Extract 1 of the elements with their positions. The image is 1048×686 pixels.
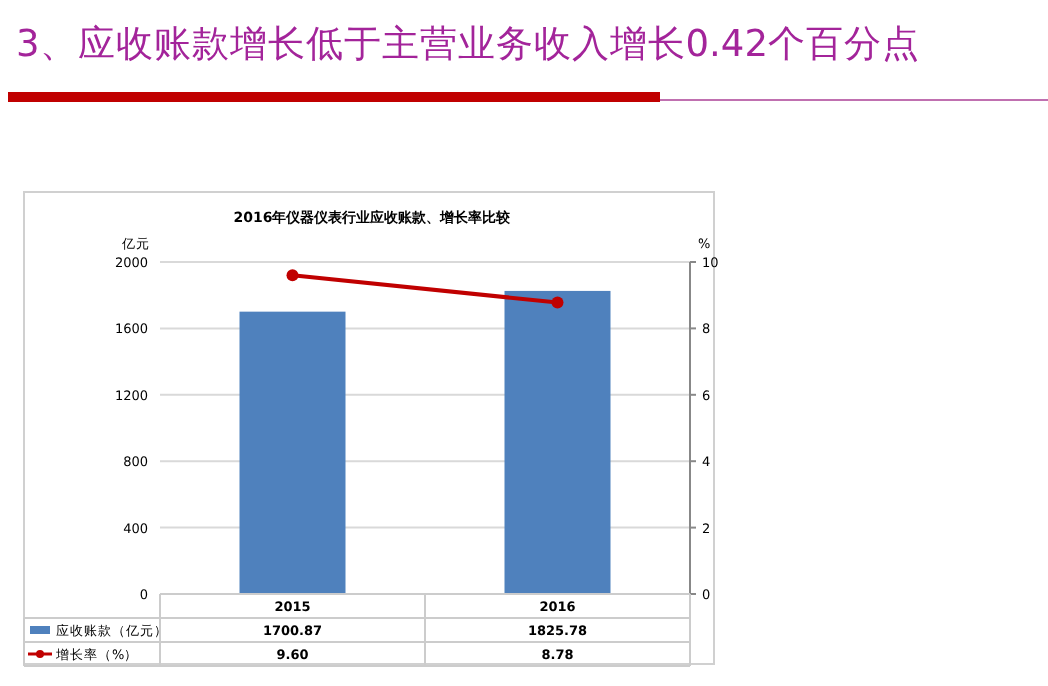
chart-title: 3、应收账款增长低于主营业务收入增长0.42个百分点: [16, 22, 920, 66]
